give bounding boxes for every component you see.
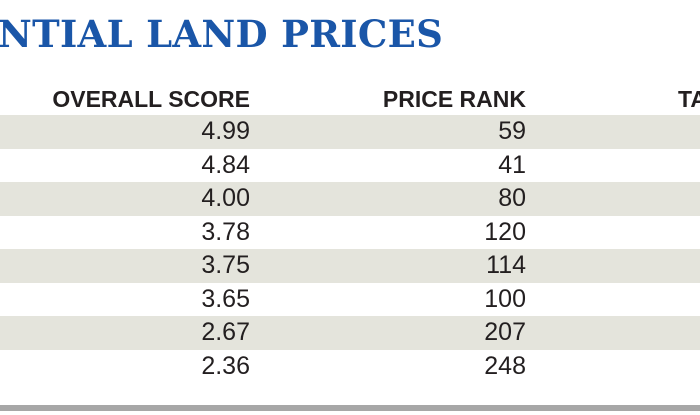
column-header-price-rank: PRICE RANK bbox=[382, 86, 526, 112]
price-rank-cell: 41 bbox=[498, 150, 526, 179]
table-title: NTIAL LAND PRICES bbox=[0, 12, 444, 56]
overall-score-cell: 2.36 bbox=[201, 351, 250, 380]
column-header-partial: TA bbox=[678, 86, 700, 112]
price-rank-cell: 100 bbox=[484, 284, 526, 313]
price-rank-cell: 59 bbox=[498, 117, 526, 145]
overall-score-cell: 4.84 bbox=[201, 150, 250, 179]
overall-score-cell: 3.65 bbox=[201, 284, 250, 313]
bottom-rule bbox=[0, 405, 700, 411]
table-row: 2.67 207 bbox=[0, 316, 700, 350]
price-rank-cell: 248 bbox=[484, 351, 526, 380]
overall-score-cell: 3.78 bbox=[201, 217, 250, 246]
price-rank-cell: 114 bbox=[486, 251, 526, 279]
overall-score-cell: 2.67 bbox=[201, 318, 250, 346]
column-header-overall-score: OVERALL SCORE bbox=[52, 86, 250, 112]
table-row: 4.84 41 bbox=[0, 149, 700, 183]
overall-score-cell: 3.75 bbox=[201, 251, 250, 279]
price-rank-cell: 80 bbox=[498, 184, 526, 212]
table-row: 4.99 59 bbox=[0, 115, 700, 149]
table-row: 3.65 100 bbox=[0, 283, 700, 317]
table-row: 3.75 114 bbox=[0, 249, 700, 283]
overall-score-cell: 4.00 bbox=[201, 184, 250, 212]
overall-score-cell: 4.99 bbox=[201, 117, 250, 145]
price-rank-cell: 120 bbox=[484, 217, 526, 246]
table-row: 3.78 120 bbox=[0, 216, 700, 250]
table-row: 2.36 248 bbox=[0, 350, 700, 384]
table-row: 4.00 80 bbox=[0, 182, 700, 216]
table-body: 4.99 59 4.84 41 4.00 80 3.78 120 3.75 11… bbox=[0, 115, 700, 383]
price-rank-cell: 207 bbox=[484, 318, 526, 346]
